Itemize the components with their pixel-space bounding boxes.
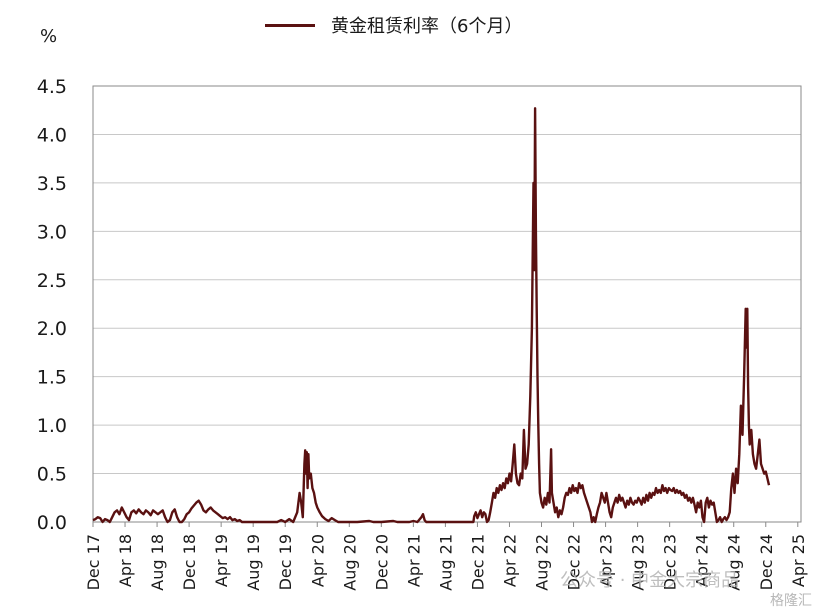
x-tick-label: Apr 21 xyxy=(404,534,423,587)
y-tick-label: 0.5 xyxy=(37,464,67,486)
x-tick-label: Dec 20 xyxy=(372,534,391,590)
watermark-badge: 格隆汇 xyxy=(770,593,812,609)
legend-swatch xyxy=(265,23,315,27)
x-tick-label: Apr 22 xyxy=(500,534,519,587)
x-tick-label: Apr 19 xyxy=(212,534,231,587)
x-tick-label: Aug 23 xyxy=(629,534,648,591)
x-tick-label: Dec 24 xyxy=(757,534,776,590)
series-line xyxy=(92,107,771,524)
x-tick-label: Aug 22 xyxy=(533,534,552,591)
x-tick-label: Apr 20 xyxy=(308,534,327,587)
x-tick-label: Dec 18 xyxy=(180,534,199,590)
x-tick-label: Apr 24 xyxy=(693,534,712,587)
y-unit-label: % xyxy=(40,26,58,47)
x-tick-label: Dec 22 xyxy=(565,534,584,590)
x-tick-label: Dec 19 xyxy=(276,534,295,590)
legend-label: 黄金租赁利率（6个月） xyxy=(331,16,523,37)
y-tick-label: 4.5 xyxy=(37,76,67,98)
y-tick-label: 1.0 xyxy=(37,415,67,437)
y-tick-label: 2.5 xyxy=(37,270,67,292)
watermark-text: 公众号 · 中金大宗商品 xyxy=(560,570,740,591)
y-tick-label: 3.0 xyxy=(37,221,67,243)
x-tick-label: Apr 23 xyxy=(597,534,616,587)
x-tick-label: Apr 18 xyxy=(116,534,135,587)
x-tick-label: Aug 20 xyxy=(340,534,359,591)
x-tick-label: Aug 24 xyxy=(725,534,744,591)
y-tick-label: 3.5 xyxy=(37,173,67,195)
x-tick-label: Dec 17 xyxy=(84,534,103,590)
x-tick-label: Dec 23 xyxy=(661,534,680,590)
x-tick-label: Aug 19 xyxy=(244,534,263,591)
x-tick-label: Aug 18 xyxy=(148,534,167,591)
legend: 黄金租赁利率（6个月） xyxy=(265,12,522,38)
x-tick-label: Dec 21 xyxy=(468,534,487,590)
plot-border xyxy=(92,85,802,523)
y-tick-label: 4.0 xyxy=(37,124,67,146)
y-tick-label: 2.0 xyxy=(37,318,67,340)
x-tick-label: Aug 21 xyxy=(436,534,455,591)
y-tick-label: 1.5 xyxy=(37,367,67,389)
x-tick-label: Apr 25 xyxy=(789,534,808,587)
y-tick-label: 0.0 xyxy=(37,512,67,534)
